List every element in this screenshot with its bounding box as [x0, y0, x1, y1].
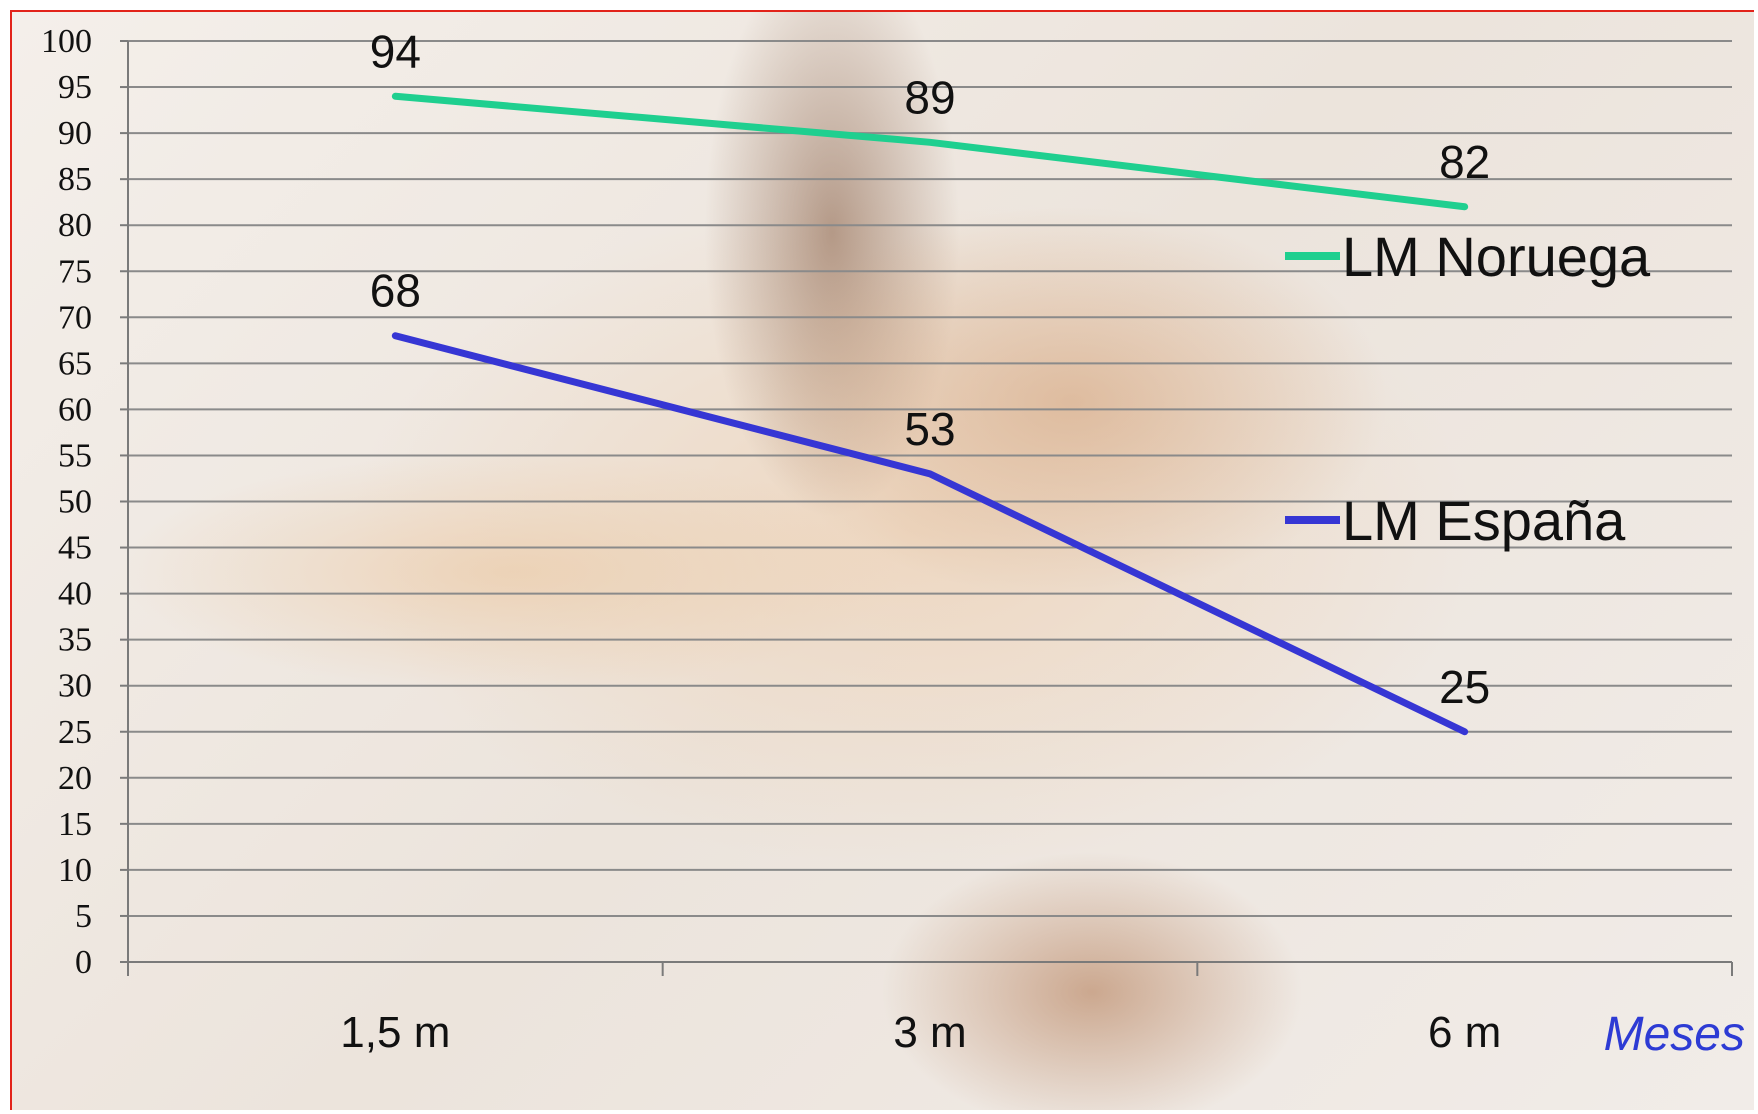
data-labels: 94 89 82 68 53 25 [370, 25, 1491, 712]
x-tick-label: 3 m [893, 1008, 966, 1057]
y-tick-label: 95 [58, 69, 92, 106]
y-tick-label: 50 [58, 484, 92, 521]
x-axis-title: Meses [1604, 1008, 1745, 1061]
data-label: 25 [1439, 661, 1490, 713]
series-line-1 [391, 332, 1469, 736]
y-tick-label: 80 [58, 207, 92, 244]
x-axis: 1,5 m 3 m 6 m [127, 41, 1733, 1057]
data-label: 82 [1439, 136, 1490, 188]
y-tick-label: 5 [75, 898, 92, 935]
y-tick-label: 30 [58, 668, 92, 705]
data-label: 89 [904, 71, 955, 123]
y-tick-label: 45 [58, 530, 92, 567]
series-lines [391, 92, 1469, 736]
legend: LM Noruega LM España [1285, 225, 1651, 552]
data-label: 53 [904, 403, 955, 455]
y-tick-label: 100 [41, 23, 92, 60]
data-label: 94 [370, 25, 421, 77]
x-tick-label: 6 m [1428, 1008, 1501, 1057]
y-tick-label: 25 [58, 714, 92, 751]
y-axis-ticks: 0 5 10 15 20 25 30 35 40 45 50 55 60 65 70 75 80 85 90 95 10… [41, 23, 92, 981]
y-tick-label: 60 [58, 391, 92, 428]
y-tick-label: 70 [58, 299, 92, 336]
y-tick-label: 55 [58, 437, 92, 474]
y-tick-label: 40 [58, 576, 92, 613]
x-tick-label: 1,5 m [340, 1008, 450, 1057]
chart-frame [10, 10, 1754, 1110]
y-tick-label: 15 [58, 806, 92, 843]
y-tick-label: 65 [58, 345, 92, 382]
y-tick-label: 35 [58, 622, 92, 659]
series-line-0 [391, 92, 1469, 211]
data-label: 68 [370, 265, 421, 317]
y-tick-label: 85 [58, 161, 92, 198]
legend-label: LM España [1342, 489, 1626, 552]
legend-label: LM Noruega [1342, 225, 1651, 288]
y-tick-label: 75 [58, 253, 92, 290]
y-tick-label: 10 [58, 852, 92, 889]
y-tick-label: 20 [58, 760, 92, 797]
y-tick-label: 0 [75, 944, 92, 981]
y-tick-label: 90 [58, 115, 92, 152]
